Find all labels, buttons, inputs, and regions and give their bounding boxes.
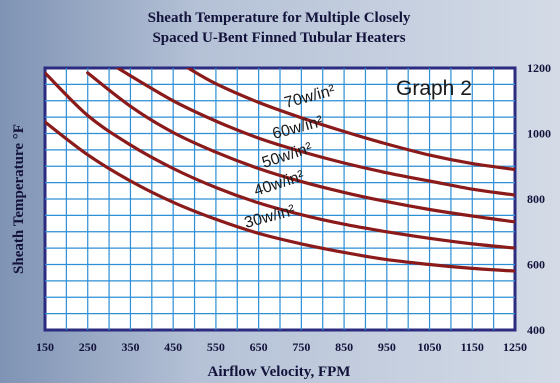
x-tick-5: 650 (250, 340, 268, 354)
x-tick-2: 350 (121, 340, 139, 354)
graph-tag: Graph 2 (396, 77, 472, 100)
x-tick-0: 150 (36, 340, 54, 354)
x-tick-1: 250 (79, 340, 97, 354)
y-tick-3: 1000 (527, 127, 551, 141)
y-axis-title: Sheath Temperature °F (11, 124, 27, 274)
chart-title-line-1: Sheath Temperature for Multiple Closely (148, 10, 411, 26)
x-axis-title: Airflow Velocity, FPM (208, 364, 351, 380)
y-tick-2: 800 (527, 192, 545, 206)
grid-lines (45, 68, 515, 330)
series-line-2 (86, 71, 515, 224)
y-tick-4: 1200 (527, 61, 551, 75)
x-tick-3: 450 (164, 340, 182, 354)
x-tick-10: 1150 (461, 340, 484, 354)
x-tick-7: 850 (335, 340, 353, 354)
x-tick-labels: 150 250 350 450 550 650 750 850 950 1050 1150 1250 (36, 340, 527, 354)
series-line-3 (116, 68, 515, 197)
x-tick-6: 750 (292, 340, 310, 354)
x-tick-11: 1250 (503, 340, 527, 354)
series-line-4 (186, 68, 515, 172)
y-tick-0: 400 (527, 323, 545, 337)
series-line-0 (45, 120, 515, 273)
x-tick-4: 550 (207, 340, 225, 354)
y-tick-1: 600 (527, 258, 545, 272)
series-line-1 (45, 71, 515, 250)
y-tick-labels: 400 600 800 1000 1200 (527, 61, 551, 337)
series-lines (45, 68, 515, 273)
x-tick-9: 1050 (418, 340, 442, 354)
chart-title-line-2: Spaced U-Bent Finned Tubular Heaters (152, 30, 405, 46)
x-tick-8: 950 (378, 340, 396, 354)
